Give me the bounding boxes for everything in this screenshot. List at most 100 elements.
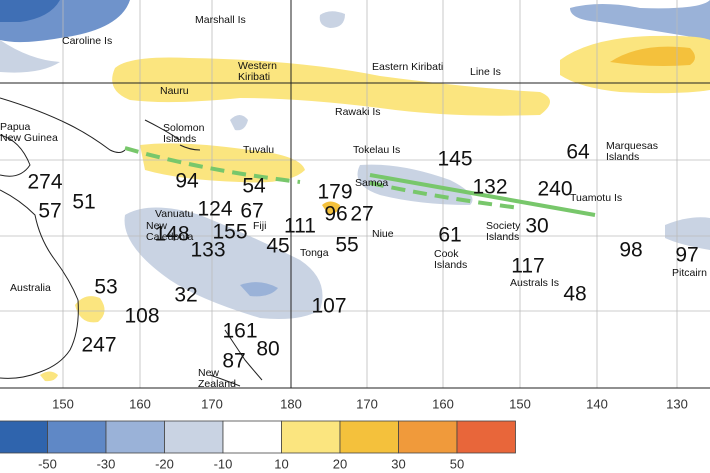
place-label: Western bbox=[238, 60, 277, 72]
longitude-axis: 150 160 170 180 170 160 150 140 130 bbox=[52, 396, 688, 411]
station-value: 30 bbox=[525, 215, 548, 238]
station-value: 148 bbox=[154, 223, 189, 246]
colorbar-box bbox=[164, 420, 224, 454]
station-value: 133 bbox=[190, 239, 225, 262]
place-label: New bbox=[146, 220, 167, 232]
station-value: 57 bbox=[38, 200, 61, 223]
colorbar-label: -30 bbox=[97, 456, 116, 471]
station-value: 98 bbox=[619, 239, 642, 262]
place-label: Papua bbox=[0, 121, 31, 133]
station-value: 111 bbox=[284, 215, 316, 238]
place-label: Pitcairn bbox=[672, 267, 707, 279]
station-value: 67 bbox=[240, 200, 263, 223]
station-value: 45 bbox=[266, 235, 289, 258]
colorbar-box bbox=[398, 420, 458, 454]
place-label: Islands bbox=[486, 231, 519, 243]
station-value: 64 bbox=[566, 141, 590, 164]
grid bbox=[0, 0, 710, 388]
station-value: 145 bbox=[437, 148, 472, 171]
colorbar-label: 20 bbox=[333, 456, 347, 471]
place-label: Islands bbox=[606, 151, 639, 163]
colorbar-label: 10 bbox=[274, 456, 288, 471]
station-value: 96 bbox=[324, 203, 347, 226]
station-value: 94 bbox=[175, 170, 199, 193]
longitude-label: 180 bbox=[280, 396, 302, 411]
station-value: 132 bbox=[472, 176, 507, 199]
colorbar-box bbox=[456, 420, 516, 454]
station-value: 240 bbox=[537, 178, 572, 201]
longitude-label: 150 bbox=[509, 396, 531, 411]
station-value: 61 bbox=[438, 224, 461, 247]
place-label: Kiribati bbox=[238, 71, 270, 83]
station-value: 161 bbox=[222, 320, 257, 343]
colorbar-label: -20 bbox=[155, 456, 174, 471]
place-label: Islands bbox=[434, 259, 467, 271]
place-label: Eastern Kiribati bbox=[372, 61, 443, 73]
place-label: Society bbox=[486, 220, 521, 232]
station-value: 247 bbox=[81, 334, 116, 357]
station-value: 179 bbox=[317, 181, 352, 204]
colorbar-box bbox=[222, 420, 282, 454]
place-label: Caledonia bbox=[146, 231, 193, 243]
colorbar-box bbox=[339, 420, 399, 454]
station-value: 32 bbox=[174, 284, 197, 307]
coastline bbox=[0, 97, 263, 387]
colorbar: -50 -30 -20 -10 10 20 30 50 bbox=[0, 420, 516, 471]
station-value: 51 bbox=[72, 191, 95, 214]
place-label: Tuvalu bbox=[243, 144, 274, 156]
longitude-label: 150 bbox=[52, 396, 74, 411]
spcz bbox=[124, 146, 596, 217]
place-label: Line Is bbox=[470, 66, 501, 78]
longitude-label: 140 bbox=[586, 396, 608, 411]
place-label: New bbox=[198, 367, 219, 379]
station-value: 55 bbox=[335, 234, 358, 257]
place-label: Caroline Is bbox=[62, 35, 112, 47]
place-label: Nauru bbox=[160, 85, 189, 97]
station-value: 80 bbox=[256, 338, 279, 361]
station-value: 54 bbox=[242, 175, 266, 198]
colorbar-label: 30 bbox=[391, 456, 405, 471]
longitude-label: 160 bbox=[129, 396, 151, 411]
longitude-label: 170 bbox=[201, 396, 223, 411]
station-value: 117 bbox=[511, 255, 544, 278]
longitude-label: 160 bbox=[432, 396, 454, 411]
place-label: Marshall Is bbox=[195, 14, 246, 26]
place-label: Niue bbox=[372, 228, 394, 240]
place-label: Australia bbox=[10, 282, 51, 294]
place-label: Solomon bbox=[163, 122, 205, 134]
colorbar-box bbox=[0, 420, 48, 454]
place-label: New Guinea bbox=[0, 132, 58, 144]
shading bbox=[0, 0, 710, 382]
colorbar-label: -10 bbox=[214, 456, 233, 471]
station-value: 108 bbox=[124, 305, 159, 328]
station-value: 97 bbox=[675, 244, 698, 267]
place-label: Tokelau Is bbox=[353, 144, 400, 156]
station-value: 27 bbox=[350, 203, 373, 226]
longitude-label: 130 bbox=[666, 396, 688, 411]
colorbar-box bbox=[281, 420, 341, 454]
colorbar-box bbox=[105, 420, 165, 454]
place-label: Vanuatu bbox=[155, 208, 193, 220]
place-label: Rawaki Is bbox=[335, 106, 381, 118]
place-label: Zealand bbox=[198, 378, 236, 390]
place-label: Australs Is bbox=[510, 277, 559, 289]
station-value: 53 bbox=[94, 276, 117, 299]
colorbar-label: 50 bbox=[450, 456, 464, 471]
place-label: Islands bbox=[163, 133, 196, 145]
place-label: Marquesas bbox=[606, 140, 658, 152]
place-label: Tuamotu Is bbox=[570, 192, 622, 204]
station-value: 274 bbox=[27, 171, 62, 194]
longitude-label: 170 bbox=[356, 396, 378, 411]
place-label: Samoa bbox=[355, 177, 388, 189]
place-label: Fiji bbox=[253, 220, 266, 232]
station-value: 155 bbox=[212, 221, 247, 244]
station-value: 107 bbox=[311, 295, 346, 318]
colorbar-box bbox=[47, 420, 107, 454]
station-value: 48 bbox=[563, 283, 586, 306]
place-label: Cook bbox=[434, 248, 459, 260]
station-value: 87 bbox=[222, 350, 245, 373]
colorbar-label: -50 bbox=[38, 456, 57, 471]
